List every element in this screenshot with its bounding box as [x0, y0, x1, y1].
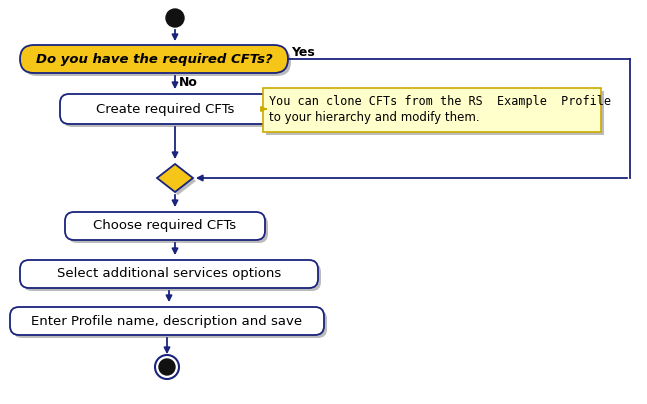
Polygon shape — [157, 164, 193, 192]
Text: Do you have the required CFTs?: Do you have the required CFTs? — [36, 53, 272, 65]
Polygon shape — [160, 167, 196, 195]
FancyBboxPatch shape — [68, 215, 268, 243]
FancyBboxPatch shape — [23, 48, 291, 76]
FancyBboxPatch shape — [23, 263, 321, 291]
Text: Choose required CFTs: Choose required CFTs — [93, 219, 237, 232]
Text: to your hierarchy and modify them.: to your hierarchy and modify them. — [269, 112, 479, 124]
FancyBboxPatch shape — [60, 94, 270, 124]
FancyBboxPatch shape — [20, 260, 318, 288]
Text: Create required CFTs: Create required CFTs — [96, 103, 234, 116]
Text: No: No — [179, 76, 198, 89]
Circle shape — [155, 355, 179, 379]
FancyBboxPatch shape — [266, 91, 604, 135]
FancyBboxPatch shape — [63, 97, 273, 127]
Circle shape — [166, 9, 184, 27]
FancyBboxPatch shape — [65, 212, 265, 240]
FancyBboxPatch shape — [13, 310, 327, 338]
Text: Yes: Yes — [291, 46, 314, 59]
Text: You can clone CFTs from the RS  Example  Profile: You can clone CFTs from the RS Example P… — [269, 95, 611, 107]
Circle shape — [159, 359, 175, 375]
FancyBboxPatch shape — [10, 307, 324, 335]
FancyBboxPatch shape — [263, 88, 601, 132]
Text: Select additional services options: Select additional services options — [57, 267, 281, 280]
FancyBboxPatch shape — [20, 45, 288, 73]
Text: Enter Profile name, description and save: Enter Profile name, description and save — [32, 314, 303, 328]
